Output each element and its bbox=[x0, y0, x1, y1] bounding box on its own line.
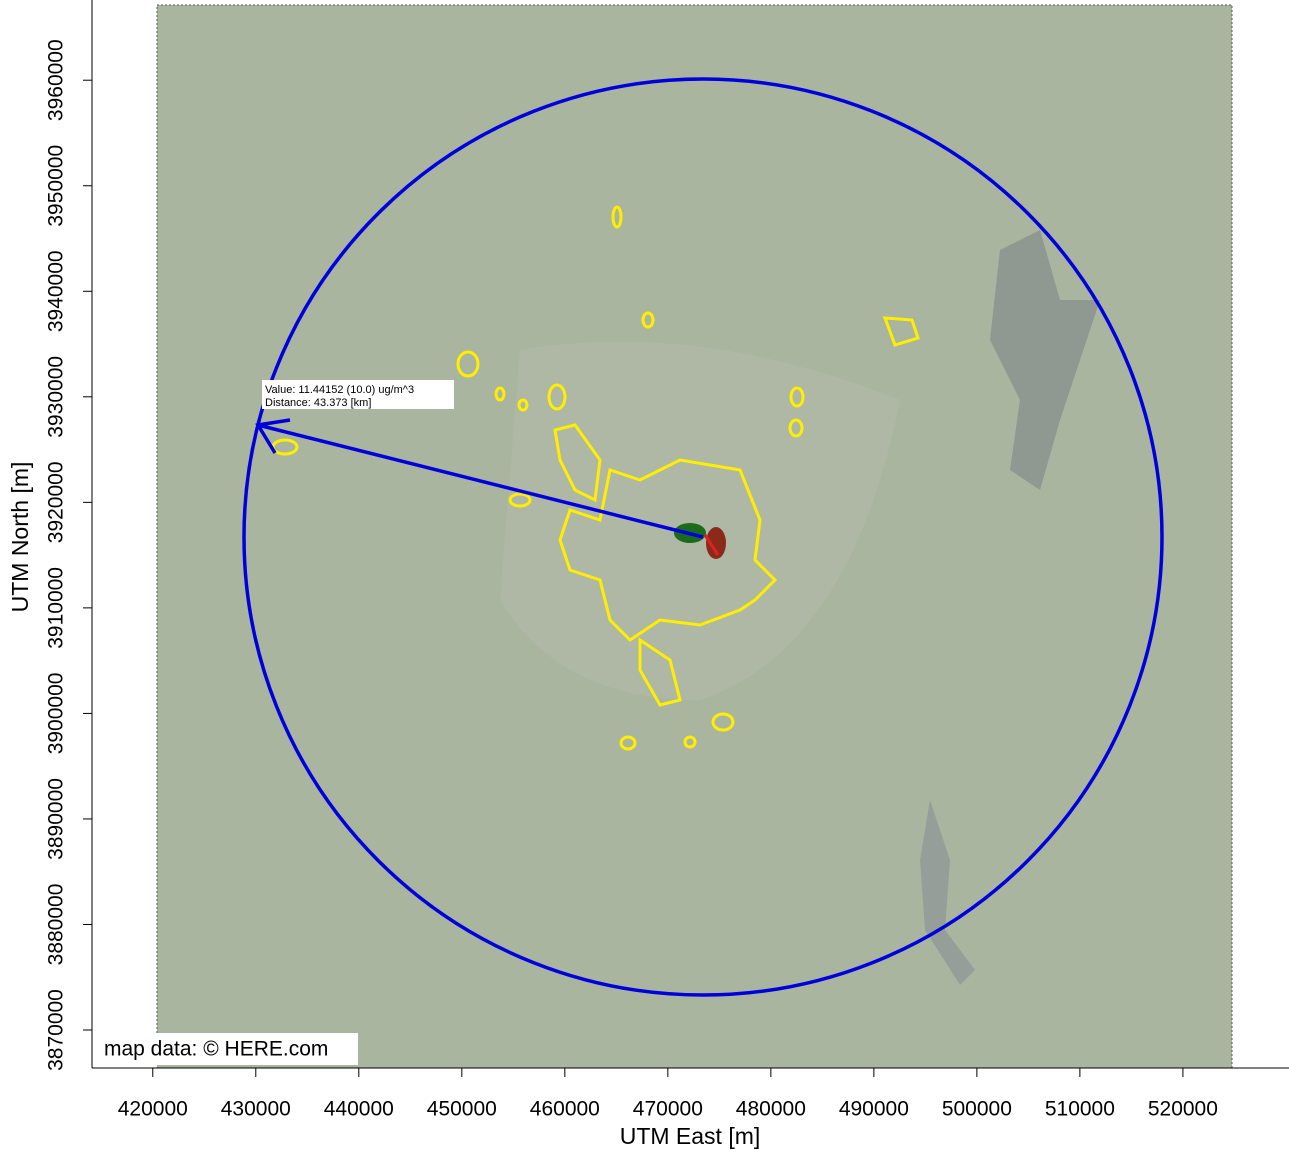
x-tick-label: 520000 bbox=[1148, 1098, 1218, 1121]
map-chart: Value: 11.44152 (10.0) ug/m^3 Distance: … bbox=[0, 0, 1289, 1155]
annotation-distance: Distance: 43.373 [km] bbox=[265, 397, 371, 409]
attribution: map data: © HERE.com bbox=[104, 1038, 328, 1061]
x-tick-label: 480000 bbox=[736, 1098, 806, 1121]
y-axis-title: UTM North [m] bbox=[7, 462, 33, 613]
x-axis-title: UTM East [m] bbox=[620, 1123, 761, 1149]
x-tick-label: 460000 bbox=[530, 1098, 600, 1121]
x-tick-label: 500000 bbox=[942, 1098, 1012, 1121]
y-tick-label: 3950000 bbox=[45, 145, 68, 227]
x-tick-label: 450000 bbox=[427, 1098, 497, 1121]
y-tick-label: 3930000 bbox=[45, 356, 68, 438]
x-tick-label: 440000 bbox=[324, 1098, 394, 1121]
y-tick-label: 3900000 bbox=[45, 673, 68, 755]
y-tick-label: 3960000 bbox=[45, 39, 68, 121]
x-tick-label: 490000 bbox=[839, 1098, 909, 1121]
y-tick-label: 3890000 bbox=[45, 778, 68, 860]
x-tick-label: 420000 bbox=[118, 1098, 188, 1121]
x-tick-label: 430000 bbox=[221, 1098, 291, 1121]
y-tick-label: 3940000 bbox=[45, 250, 68, 332]
x-tick-label: 470000 bbox=[633, 1098, 703, 1121]
map-area: Value: 11.44152 (10.0) ug/m^3 Distance: … bbox=[98, 5, 1232, 1068]
y-tick-label: 3920000 bbox=[45, 461, 68, 543]
y-tick-label: 3880000 bbox=[45, 884, 68, 966]
y-tick-label: 3870000 bbox=[45, 989, 68, 1071]
y-tick-label: 3910000 bbox=[45, 567, 68, 649]
x-tick-label: 510000 bbox=[1045, 1098, 1115, 1121]
annotation-value: Value: 11.44152 (10.0) ug/m^3 bbox=[265, 384, 414, 396]
